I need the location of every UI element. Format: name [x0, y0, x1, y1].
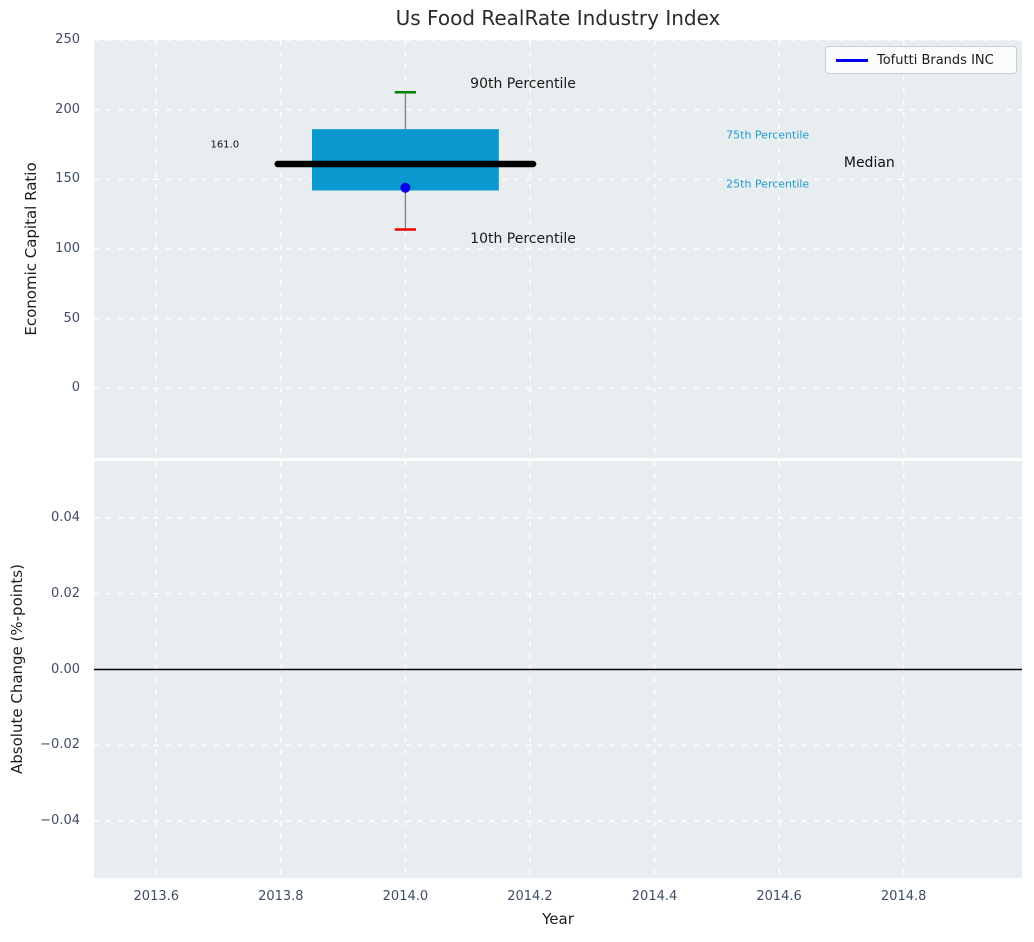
- y-tick-label: 0.04: [51, 509, 80, 525]
- annotation-median: Median: [843, 154, 895, 171]
- industry-index-plot: [94, 40, 1022, 458]
- y-tick-label: 250: [55, 32, 80, 47]
- y-tick-label: 200: [55, 101, 80, 117]
- absolute-change-canvas: [94, 461, 1022, 878]
- legend: Tofutti Brands INC: [825, 46, 1017, 74]
- chart-title: Us Food RealRate Industry Index: [395, 6, 721, 30]
- industry-index-canvas: [94, 39, 1022, 458]
- x-tick-label: 2014.4: [631, 889, 678, 904]
- x-tick-label: 2013.6: [133, 889, 180, 904]
- x-tick-label: 2014.6: [756, 889, 802, 904]
- company-point: [400, 182, 411, 193]
- annotation-10th-percentile: 10th Percentile: [470, 231, 576, 248]
- annotation-25th-percentile: 25th Percentile: [726, 177, 810, 190]
- x-tick-label: 2014.8: [880, 889, 927, 904]
- annotation-median-value: 161.0: [210, 139, 240, 151]
- y-tick-label: 0: [71, 380, 80, 396]
- y-tick-label: 50: [63, 310, 80, 326]
- legend-line-sample: [836, 58, 868, 62]
- y-tick-label: −0.04: [40, 813, 80, 829]
- y-tick-label: 150: [55, 171, 80, 187]
- annotation-75th-percentile: 75th Percentile: [726, 128, 810, 142]
- x-axis-label: Year: [542, 910, 574, 928]
- annotation-90th-percentile: 90th Percentile: [470, 75, 576, 92]
- y-tick-label: 0.02: [51, 585, 80, 601]
- y-tick-label: 100: [55, 241, 80, 256]
- x-tick-label: 2013.8: [258, 889, 304, 904]
- x-tick-label: 2014.2: [507, 889, 553, 904]
- y-tick-label: −0.02: [40, 737, 80, 753]
- x-tick-label: 2014.0: [382, 889, 429, 904]
- y-tick-label: 0.00: [51, 661, 80, 677]
- legend-label: Tofutti Brands INC: [877, 52, 994, 68]
- iqr-box: [311, 129, 499, 191]
